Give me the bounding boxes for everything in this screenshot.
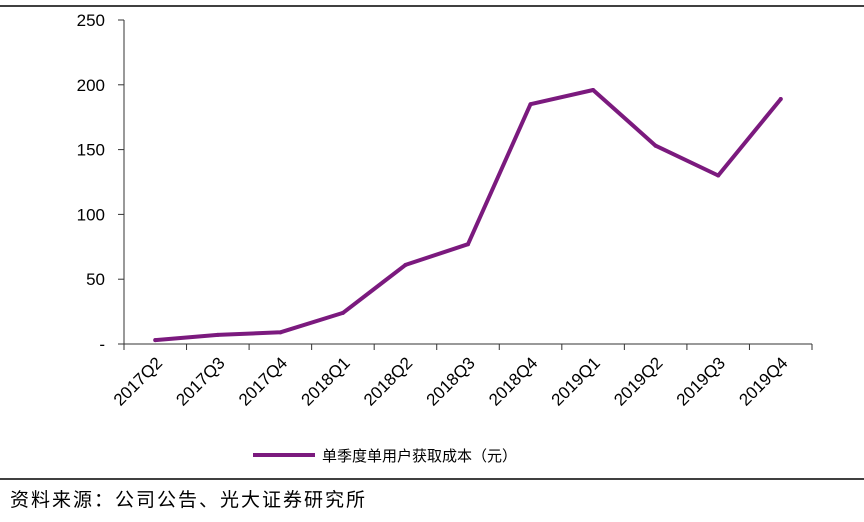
x-tick-label: 2018Q1: [298, 353, 354, 409]
data-point: [778, 97, 783, 102]
x-tick-label: 2018Q2: [360, 353, 416, 409]
data-point: [653, 143, 658, 148]
x-tick-label: 2017Q3: [172, 353, 228, 409]
series-line: [153, 88, 783, 343]
data-point: [215, 332, 220, 337]
series-layer: [153, 87, 783, 343]
x-tick-label: 2019Q2: [610, 353, 666, 409]
x-tick-label: 2018Q3: [423, 353, 479, 409]
data-point: [278, 330, 283, 335]
x-tick-label: 2017Q4: [235, 353, 291, 409]
data-point: [528, 102, 533, 107]
x-tick-label: 2019Q3: [673, 353, 729, 409]
legend-label: 单季度单用户获取成本（元）: [322, 447, 517, 465]
x-tick-label: 2019Q4: [735, 353, 791, 409]
x-axis-ticks: 2017Q2 2017Q3 2017Q4 2018Q1 2018Q2 2018Q3 2018…: [110, 344, 813, 410]
y-tick-label: 250: [77, 11, 105, 30]
data-point: [591, 87, 596, 92]
y-tick-label: 100: [77, 205, 105, 224]
data-point: [153, 338, 158, 343]
legend: 单季度单用户获取成本（元）: [253, 447, 517, 465]
x-tick-label: 2017Q2: [110, 353, 166, 409]
data-point: [340, 310, 345, 315]
y-tick-label: 200: [77, 76, 105, 95]
y-tick-label: -: [99, 335, 105, 354]
x-tick-label: 2019Q1: [548, 353, 604, 409]
y-axis-ticks: - 50 100 150 200 250: [77, 11, 124, 354]
x-tick-label: 2018Q4: [485, 353, 541, 409]
y-tick-label: 150: [77, 141, 105, 160]
data-point: [466, 242, 470, 247]
data-point: [716, 173, 721, 178]
axes: [123, 20, 812, 345]
y-tick-label: 50: [86, 270, 105, 289]
source-note: 资料来源：公司公告、光大证券研究所: [10, 489, 368, 511]
data-point: [403, 262, 408, 267]
